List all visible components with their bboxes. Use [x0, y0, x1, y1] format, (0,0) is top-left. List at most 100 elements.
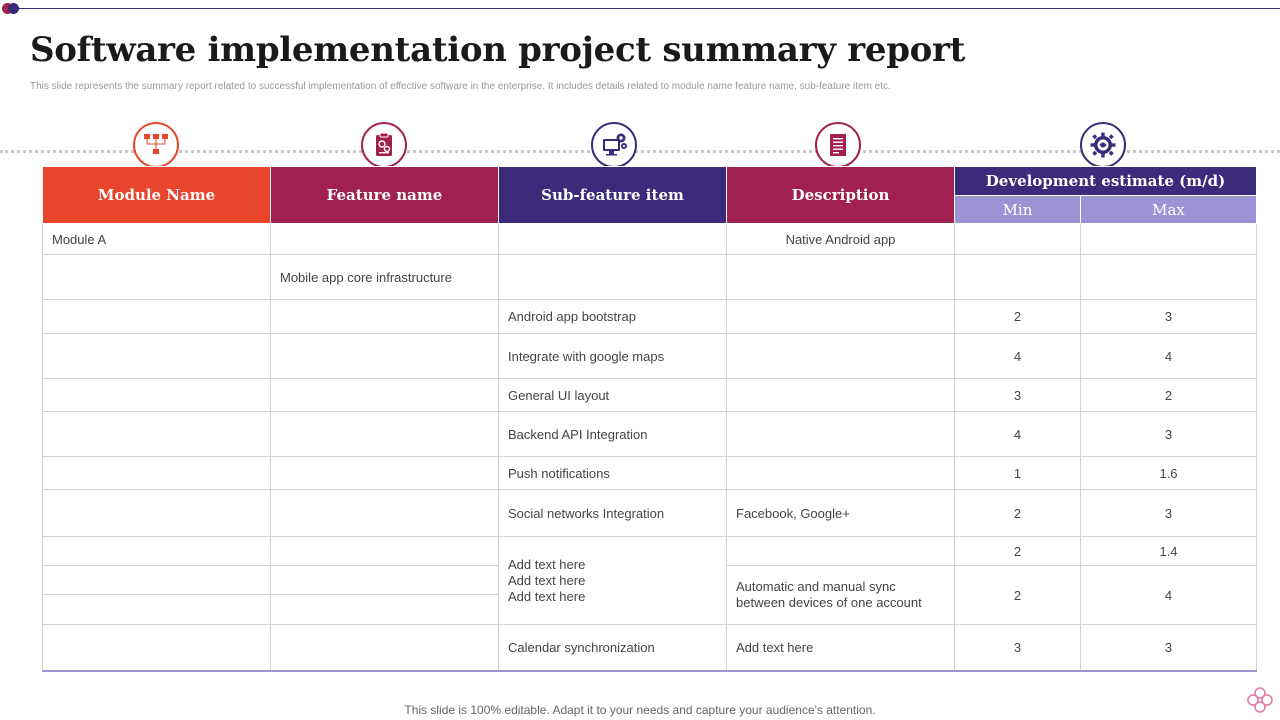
- table-row: Integrate with google maps 4 4: [42, 333, 1258, 379]
- min-cell: 3: [954, 624, 1081, 672]
- feature-cell: [270, 411, 499, 457]
- module-cell: [42, 565, 271, 595]
- subfeature-cell: Calendar synchronization: [498, 624, 727, 672]
- min-cell: [954, 254, 1081, 300]
- description-cell: [726, 411, 955, 457]
- table-row: Mobile app core infrastructure: [42, 254, 1258, 300]
- header-min: Min: [954, 195, 1081, 224]
- header-feature-name: Feature name: [270, 166, 499, 224]
- module-cell: [42, 594, 271, 625]
- description-cell: [726, 254, 955, 300]
- subfeature-cell: Android app bootstrap: [498, 299, 727, 334]
- header-development-estimate: Development estimate (m/d): [953, 166, 1258, 196]
- min-cell: 4: [954, 411, 1081, 457]
- table-row: Automatic and manual sync between device…: [42, 565, 1258, 625]
- description-cell: Facebook, Google+: [726, 489, 955, 537]
- footer-note: This slide is 100% editable. Adapt it to…: [404, 703, 876, 717]
- subfeature-cell: Integrate with google maps: [498, 333, 727, 379]
- max-cell: 3: [1079, 624, 1258, 672]
- feature-cell: [270, 223, 499, 255]
- module-cell: [42, 378, 271, 412]
- subfeature-cell: Add text here Add text here Add text her…: [498, 536, 727, 625]
- table-row: Backend API Integration 4 3: [42, 411, 1258, 457]
- table-row: Social networks Integration Facebook, Go…: [42, 489, 1258, 537]
- min-cell: 2: [954, 299, 1081, 334]
- feature-cell: [270, 333, 499, 379]
- accent-dot: [2, 3, 13, 14]
- feature-cell: Mobile app core infrastructure: [270, 254, 499, 300]
- flower-logo-icon: [1247, 687, 1273, 713]
- description-cell: Add text here: [726, 624, 955, 672]
- max-cell: 4: [1079, 333, 1258, 379]
- module-cell: [42, 299, 271, 334]
- description-cell: [726, 299, 955, 334]
- dotted-divider: [0, 150, 1280, 153]
- document-icon: [815, 122, 861, 168]
- description-cell: Automatic and manual sync between device…: [726, 565, 955, 625]
- max-cell: [1079, 223, 1258, 255]
- max-cell: 1.6: [1079, 456, 1258, 490]
- feature-cell: [270, 594, 499, 625]
- max-cell: 2: [1079, 378, 1258, 412]
- subfeature-cell: General UI layout: [498, 378, 727, 412]
- feature-cell: [270, 299, 499, 334]
- header-module-name: Module Name: [42, 166, 271, 224]
- hierarchy-icon: [133, 122, 179, 168]
- top-rule: [14, 8, 1280, 9]
- module-cell: [42, 333, 271, 379]
- monitor-gears-icon: [591, 122, 637, 168]
- max-cell: 3: [1079, 299, 1258, 334]
- module-cell: [42, 536, 271, 566]
- module-cell: [42, 456, 271, 490]
- table-row: Android app bootstrap 2 3: [42, 299, 1258, 334]
- module-cell: Module A: [42, 223, 271, 255]
- accent-dot: [8, 3, 19, 14]
- max-cell: 3: [1079, 489, 1258, 537]
- table-row: [42, 594, 1257, 625]
- subfeature-cell: Push notifications: [498, 456, 727, 490]
- feature-cell: [270, 565, 499, 595]
- feature-cell: [270, 489, 499, 537]
- min-cell: [954, 223, 1081, 255]
- min-cell: 2: [954, 536, 1081, 566]
- description-cell: [726, 536, 955, 566]
- feature-cell: [270, 456, 499, 490]
- module-cell: [42, 254, 271, 300]
- table-row: Add text here Add text here Add text her…: [42, 536, 1258, 625]
- max-cell: 3: [1079, 411, 1258, 457]
- table-row: Push notifications 1 1.6: [42, 456, 1258, 490]
- brain-gear-icon: [1080, 122, 1126, 168]
- subfeature-cell: Social networks Integration: [498, 489, 727, 537]
- feature-cell: [270, 536, 499, 566]
- subfeature-cell: Backend API Integration: [498, 411, 727, 457]
- feature-cell: [270, 378, 499, 412]
- min-cell: 2: [954, 489, 1081, 537]
- page-subtitle: This slide represents the summary report…: [30, 81, 891, 92]
- min-cell: 3: [954, 378, 1081, 412]
- min-cell: 2: [954, 565, 1081, 625]
- max-cell: 1.4: [1079, 536, 1258, 566]
- header-sub-feature-item: Sub-feature item: [498, 166, 727, 224]
- description-cell: [726, 456, 955, 490]
- table-row: General UI layout 3 2: [42, 378, 1258, 412]
- max-cell: [1079, 254, 1258, 300]
- max-cell: 4: [1079, 565, 1258, 625]
- clipboard-icon: [361, 122, 407, 168]
- min-cell: 4: [954, 333, 1081, 379]
- description-cell: Native Android app: [726, 223, 955, 255]
- summary-table: Module Name Feature name Sub-feature ite…: [42, 166, 1258, 672]
- module-cell: [42, 624, 271, 672]
- min-cell: 1: [954, 456, 1081, 490]
- description-cell: [726, 333, 955, 379]
- page-title: Software implementation project summary …: [30, 30, 966, 70]
- description-cell: [726, 378, 955, 412]
- subfeature-cell: [498, 223, 727, 255]
- header-description: Description: [726, 166, 955, 224]
- module-cell: [42, 411, 271, 457]
- feature-cell: [270, 624, 499, 672]
- table-row: Module A Native Android app: [42, 223, 1258, 255]
- module-cell: [42, 489, 271, 537]
- header-max: Max: [1079, 195, 1258, 224]
- subfeature-cell: [498, 254, 727, 300]
- table-row: Calendar synchronization Add text here 3…: [42, 624, 1258, 672]
